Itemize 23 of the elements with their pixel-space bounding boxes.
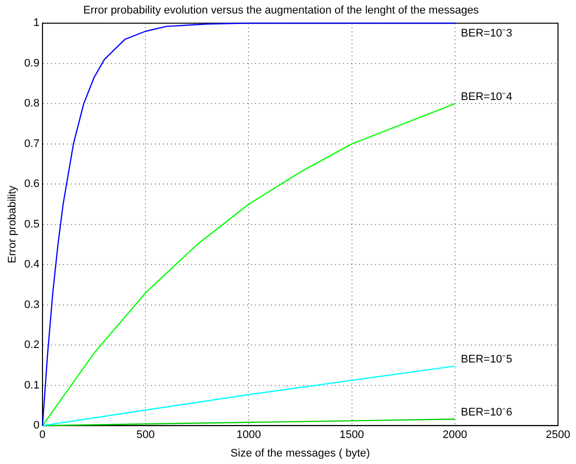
series-label: BER=10⁻3: [460, 28, 512, 40]
x-tick-label: 2000: [442, 429, 468, 442]
y-axis-title: Error probability: [6, 185, 19, 264]
y-tick-label: 0.2: [24, 339, 40, 352]
x-tick-label: 1500: [340, 429, 364, 442]
x-axis-title: Size of the messages ( byte): [230, 447, 370, 460]
series-label: BER=10⁻6: [460, 406, 512, 419]
y-tick-label: 0: [33, 420, 40, 432]
x-tick-label: 1000: [236, 429, 261, 442]
x-tick-label: 2500: [546, 429, 570, 442]
y-tick-label: 0.9: [24, 57, 40, 70]
series-label: BER=10⁻4: [460, 91, 512, 104]
y-tick-label: 0.3: [24, 298, 40, 311]
y-tick-label: 0.8: [24, 98, 40, 110]
chart-title: Error probability evolution versus the augmentation of the lenght of the messages: [83, 4, 480, 17]
y-tick-label: 0.5: [24, 218, 40, 230]
series-label: BER=10⁻5: [460, 354, 512, 366]
y-tick-label: 0.7: [24, 138, 40, 150]
x-tick-label: 500: [136, 429, 155, 442]
y-tick-label: 1: [33, 17, 40, 30]
y-tick-label: 0.1: [24, 379, 40, 392]
y-tick-label: 0.6: [24, 178, 40, 190]
y-tick-label: 0.4: [24, 258, 40, 271]
